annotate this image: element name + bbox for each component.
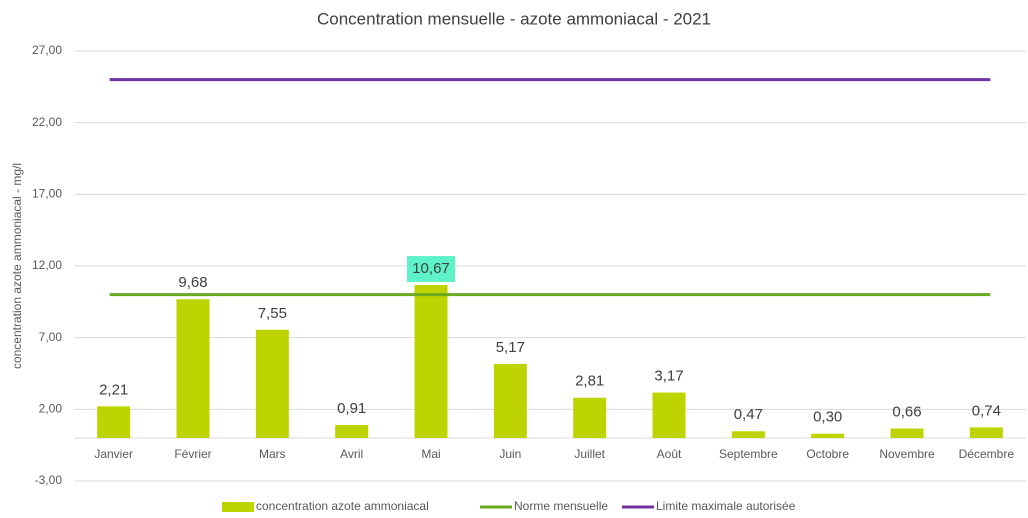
data-label: 5,17	[496, 339, 525, 356]
data-label: 0,66	[892, 404, 921, 421]
data-label: 3,17	[654, 368, 683, 385]
x-tick-label: Décembre	[959, 447, 1015, 461]
bar	[969, 427, 1003, 438]
y-tick-label: 2,00	[39, 402, 63, 416]
bar	[652, 392, 686, 438]
bar	[97, 406, 131, 438]
x-tick-label: Octobre	[806, 447, 849, 461]
x-tick-label: Avril	[340, 447, 363, 461]
y-tick-label: 27,00	[32, 43, 62, 57]
bar	[811, 433, 845, 438]
y-tick-label: 7,00	[39, 330, 63, 344]
bar	[890, 428, 924, 438]
x-tick-label: Août	[657, 447, 682, 461]
label-highlight	[407, 256, 455, 283]
data-label: 2,81	[575, 373, 604, 390]
data-label: 2,21	[99, 381, 128, 398]
x-tick-label: Juillet	[574, 447, 605, 461]
bar	[255, 329, 289, 438]
chart-title: Concentration mensuelle - azote ammoniac…	[317, 9, 711, 28]
bar	[176, 299, 210, 438]
y-axis-label: concentration azote ammoniacal - mg/l	[10, 163, 24, 369]
legend-label: Norme mensuelle	[514, 499, 608, 513]
y-tick-label: 17,00	[32, 187, 62, 201]
bar	[414, 285, 448, 438]
y-tick-label: -3,00	[35, 473, 63, 487]
legend-label: Limite maximale autorisée	[656, 499, 796, 513]
bar	[731, 431, 765, 438]
data-label: 0,30	[813, 409, 842, 426]
data-label: 9,68	[178, 274, 207, 291]
x-tick-label: Novembre	[879, 447, 935, 461]
legend-swatch	[222, 502, 254, 512]
data-label: 10,67	[412, 260, 450, 277]
x-tick-label: Mai	[421, 447, 440, 461]
x-tick-label: Septembre	[719, 447, 778, 461]
data-label: 0,47	[734, 406, 763, 423]
bar	[335, 424, 369, 438]
data-label: 0,74	[972, 402, 1001, 419]
data-label: 7,55	[258, 305, 287, 322]
bar	[573, 397, 607, 438]
legend-label: concentration azote ammoniacal	[256, 499, 429, 513]
x-tick-label: Mars	[259, 447, 286, 461]
y-tick-label: 22,00	[32, 115, 62, 129]
y-tick-label: 12,00	[32, 258, 62, 272]
x-tick-label: Février	[174, 447, 211, 461]
x-tick-label: Janvier	[94, 447, 133, 461]
bar	[493, 363, 527, 438]
x-tick-label: Juin	[499, 447, 521, 461]
data-label: 0,91	[337, 400, 366, 417]
